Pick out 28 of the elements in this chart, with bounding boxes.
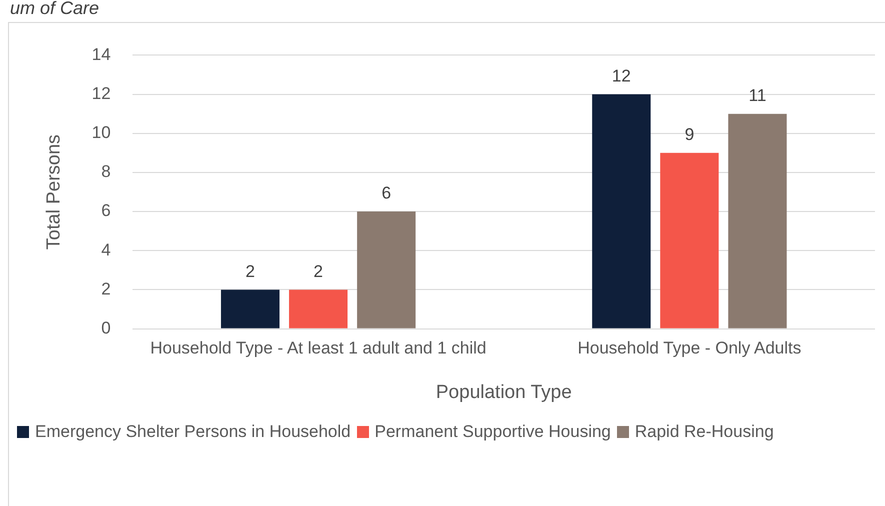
bar — [592, 94, 651, 328]
x-axis-title: Population Type — [436, 382, 572, 403]
legend-label: Rapid Re-Housing — [634, 422, 774, 442]
data-label: 11 — [748, 86, 766, 106]
y-tick-label: 14 — [92, 44, 111, 64]
data-label: 2 — [314, 262, 324, 281]
x-tick-label: Household Type - At least 1 adult and 1 child — [150, 338, 486, 358]
bar — [289, 290, 348, 328]
data-label: 12 — [612, 66, 631, 86]
bar — [728, 114, 787, 328]
y-tick-label: 0 — [101, 318, 111, 338]
legend-label: Permanent Supportive Housing — [374, 422, 611, 442]
y-tick-label: 2 — [101, 279, 111, 298]
y-tick-label: 6 — [101, 201, 111, 220]
legend-label: Emergency Shelter Persons in Household — [35, 422, 351, 442]
data-label: 9 — [684, 125, 694, 144]
chart-title: um of Care — [10, 0, 100, 18]
y-tick-label: 4 — [101, 240, 111, 260]
y-tick-label: 8 — [101, 162, 111, 182]
bar — [357, 212, 416, 328]
data-label: 2 — [246, 262, 255, 281]
data-label: 6 — [382, 184, 392, 203]
y-axis-title: Total Persons — [44, 134, 65, 250]
bar — [220, 290, 280, 328]
x-tick-label: Household Type - Only Adults — [578, 338, 802, 358]
y-tick-label: 10 — [92, 123, 111, 142]
y-tick-label: 12 — [92, 84, 111, 103]
bar — [660, 152, 719, 328]
